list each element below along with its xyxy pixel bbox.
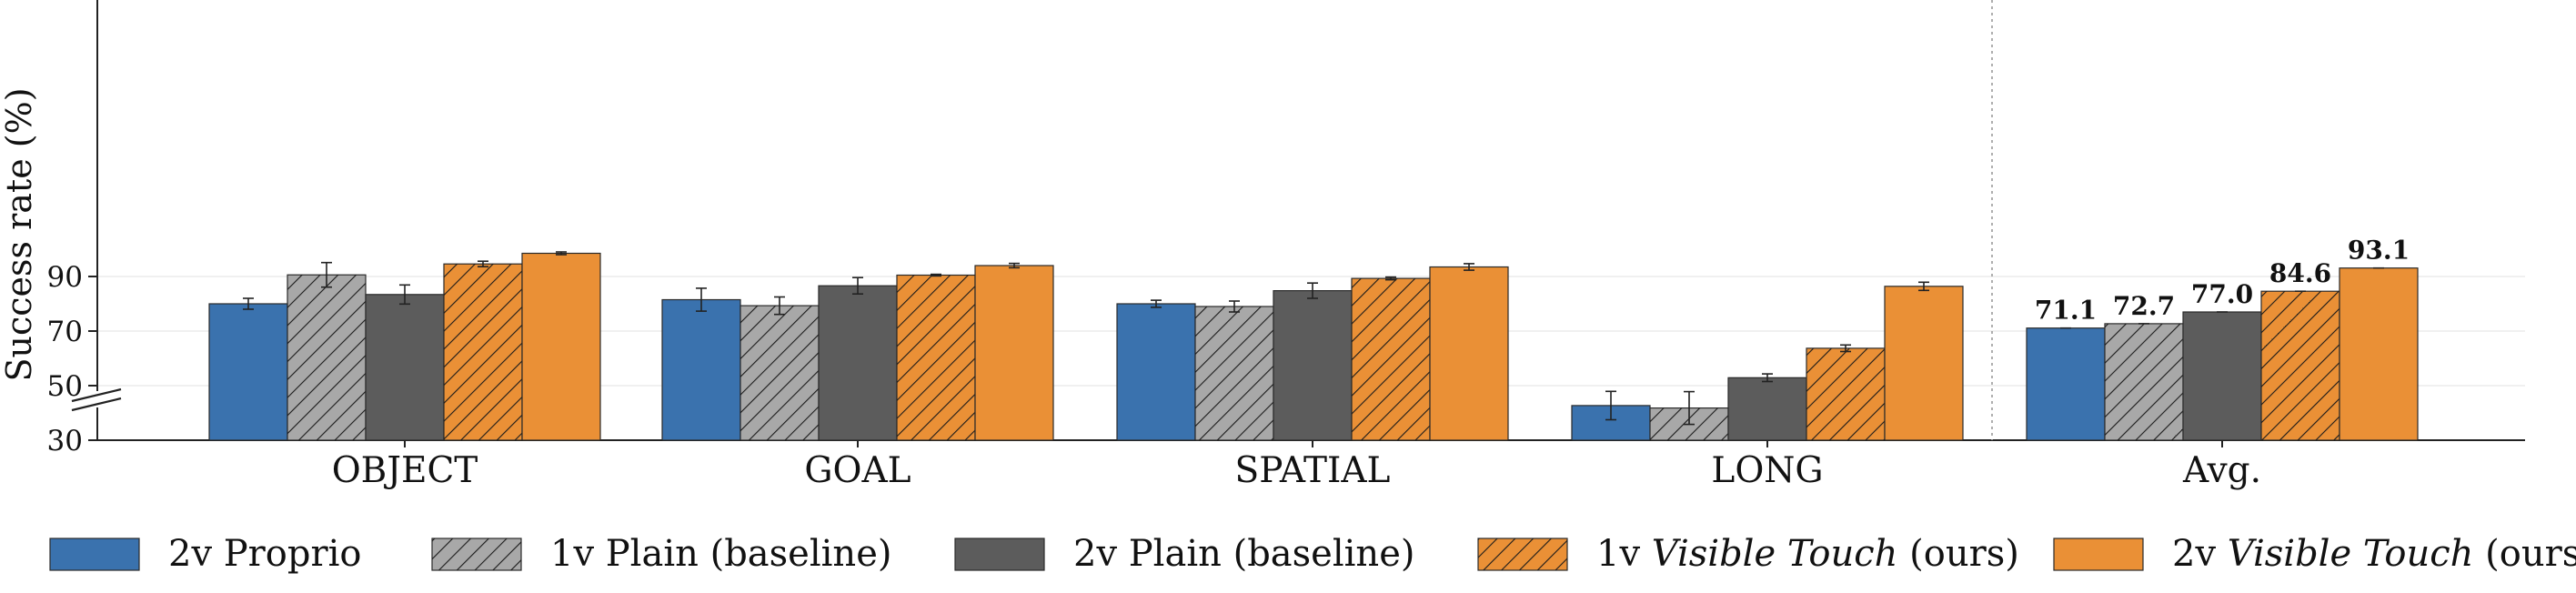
legend-swatch-hatch: [432, 538, 521, 570]
bar: [1273, 290, 1353, 441]
legend-label: 1v Visible Touch (ours): [1596, 533, 2019, 575]
axis-break-mark: [71, 387, 122, 403]
y-tick-label: 70: [47, 316, 83, 348]
legend-label: 2v Proprio: [168, 533, 361, 575]
legend-swatch: [2053, 538, 2144, 571]
bar: [2026, 327, 2106, 441]
data-label: 93.1: [2348, 236, 2410, 266]
data-label: 72.7: [2113, 291, 2175, 321]
bar: [208, 303, 288, 441]
legend-item: 2v Proprio: [49, 533, 361, 575]
bar: [1884, 286, 1964, 441]
x-tick-label: LONG: [1711, 450, 1823, 491]
bar: [818, 285, 898, 441]
bar-hatch: [2261, 291, 2340, 440]
bar-hatch: [1352, 278, 1430, 440]
legend-item: 2v Visible Touch (ours): [2053, 533, 2576, 575]
data-label: 71.1: [2035, 296, 2097, 326]
legend: 2v Proprio 1v Plain (baseline) 2v Plain (b…: [49, 533, 2576, 575]
legend-item: 1v Visible Touch (ours): [1477, 533, 2019, 575]
bar: [2339, 267, 2419, 441]
x-tick-label: GOAL: [804, 450, 911, 491]
error-bars: [243, 251, 2384, 426]
bar-hatch: [1806, 347, 1885, 440]
legend-label: 2v Visible Touch (ours): [2172, 533, 2576, 575]
bar: [2182, 311, 2262, 441]
legend-swatch: [49, 538, 140, 571]
data-label: 77.0: [2191, 279, 2253, 309]
bar-hatch: [740, 306, 819, 440]
bar-hatch: [287, 275, 366, 440]
y-tick-label: 50: [47, 370, 83, 403]
bar-hatch: [2105, 323, 2183, 440]
bar: [974, 265, 1054, 441]
bar: [1429, 266, 1509, 441]
data-label: 84.6: [2269, 258, 2331, 288]
bar: [521, 252, 601, 441]
bar-hatch: [444, 264, 522, 440]
bar: [661, 298, 741, 441]
data-labels: 71.1 72.7 77.0 84.6 93.1: [2035, 236, 2410, 326]
bar: [365, 294, 445, 441]
x-tick-label: Avg.: [2182, 450, 2261, 491]
legend-label: 2v Plain (baseline): [1073, 533, 1414, 575]
bar-hatch: [1195, 307, 1273, 440]
legend-label: 1v Plain (baseline): [550, 533, 891, 575]
axis-break-mark: [71, 397, 122, 412]
y-axis-label: Success rate (%): [0, 87, 39, 381]
legend-item: 1v Plain (baseline): [431, 533, 891, 575]
bar: [1116, 303, 1196, 441]
legend-swatch-hatch: [1478, 538, 1567, 570]
legend-swatch: [954, 538, 1045, 571]
bar-hatch: [897, 275, 975, 440]
bars: [208, 252, 2419, 441]
legend-item: 2v Plain (baseline): [954, 533, 1414, 575]
x-tick-label: SPATIAL: [1235, 450, 1391, 491]
bar: [1727, 377, 1807, 441]
x-tick-label: OBJECT: [332, 450, 478, 491]
y-tick-label: 90: [47, 261, 83, 294]
y-tick-label: 30: [47, 425, 83, 457]
